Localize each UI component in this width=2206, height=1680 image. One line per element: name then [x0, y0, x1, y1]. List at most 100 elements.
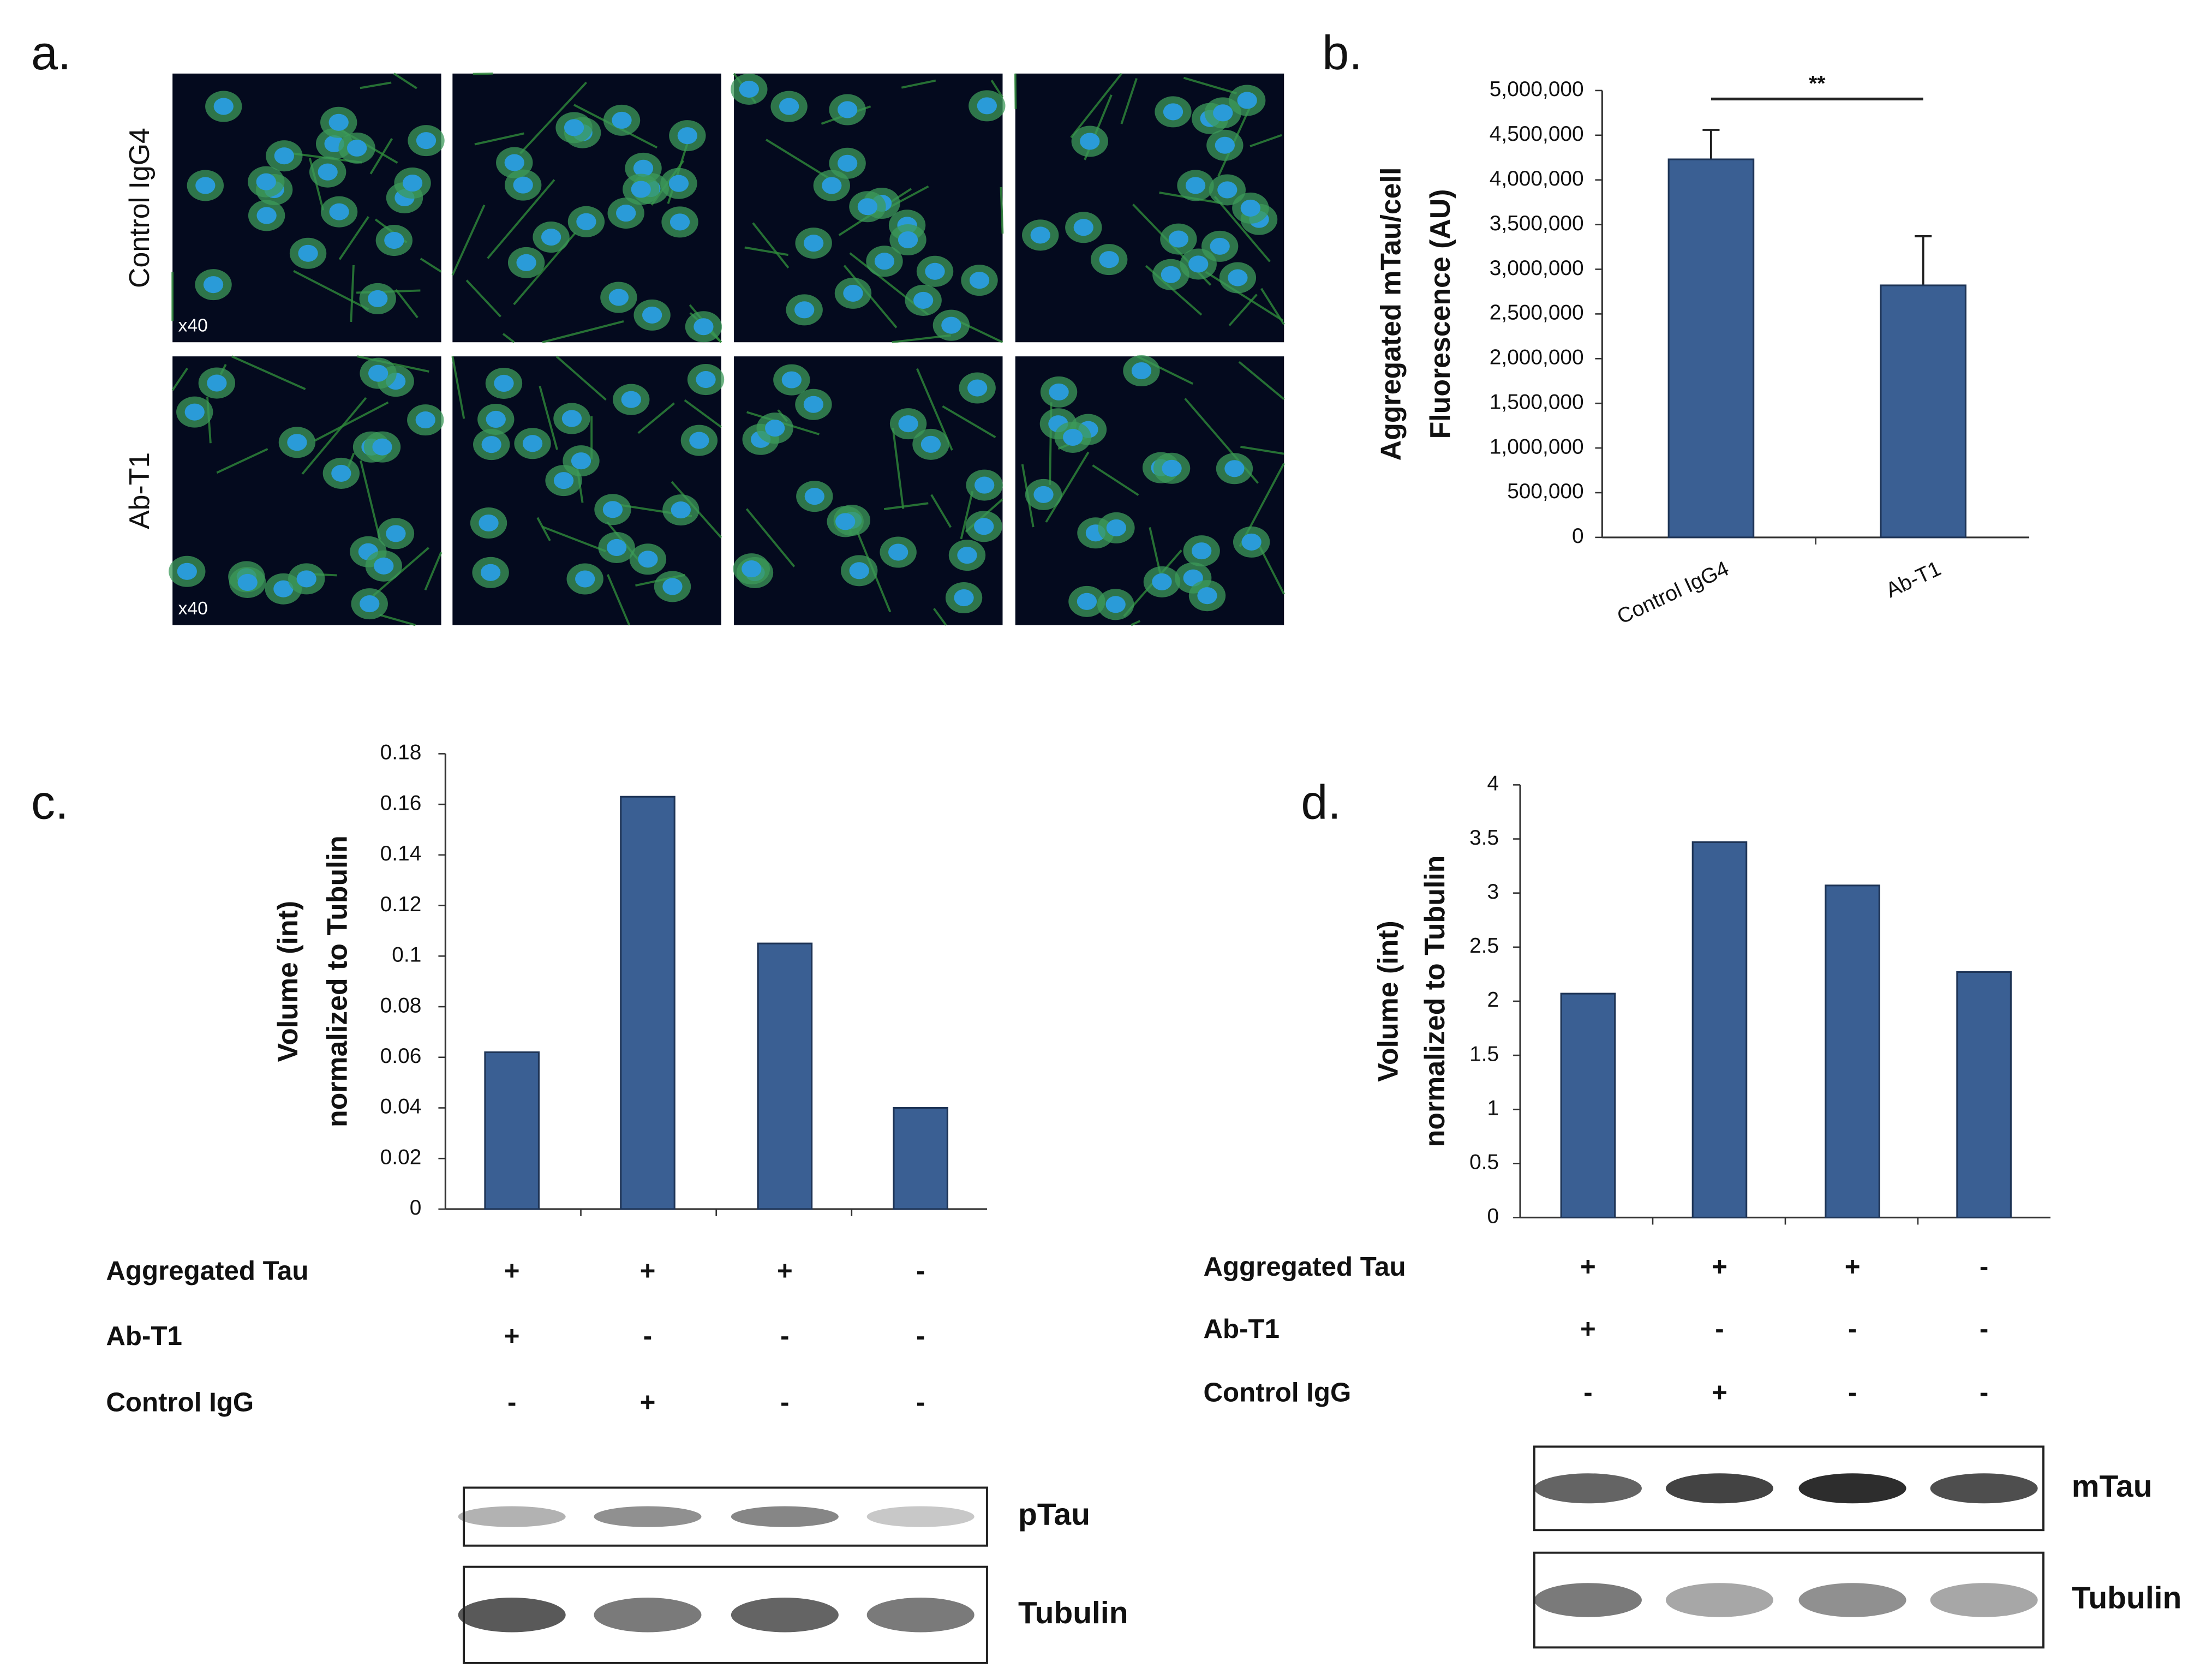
nucleus [346, 139, 367, 157]
condition-sign: - [1583, 1377, 1592, 1407]
bar [484, 1051, 540, 1210]
nucleus [1161, 266, 1181, 283]
nucleus [1210, 237, 1230, 255]
y-tick-label: 1.5 [1469, 1042, 1499, 1066]
condition-sign: + [777, 1256, 793, 1286]
nucleus [372, 438, 392, 456]
nucleus [1237, 92, 1257, 109]
neurite [1131, 620, 1141, 626]
condition-sign: - [780, 1388, 789, 1418]
nucleus [207, 374, 227, 392]
nucleus [486, 410, 506, 428]
nucleus [1162, 459, 1182, 477]
neurite [1014, 73, 1017, 109]
nucleus [694, 318, 714, 336]
nucleus [360, 595, 380, 613]
nucleus [1240, 199, 1260, 217]
neurite [1092, 464, 1139, 497]
neurite [539, 386, 558, 450]
y-tick-label: 0.02 [380, 1145, 422, 1169]
nucleus [1077, 593, 1097, 610]
y-axis-label: Fluorescence (AU) [1424, 189, 1456, 439]
y-tick-label: 2,000,000 [1490, 346, 1584, 369]
condition-sign: - [507, 1388, 516, 1418]
nucleus [522, 435, 543, 452]
x-tick-label: Control IgG4 [1613, 557, 1732, 629]
nucleus [898, 231, 918, 249]
nucleus [329, 203, 349, 220]
neurite [474, 132, 524, 146]
blot-band [458, 1598, 566, 1633]
neurite [502, 333, 515, 343]
nucleus [662, 578, 683, 595]
nucleus [1080, 133, 1100, 150]
neurite [637, 402, 675, 434]
y-tick-label: 0.12 [380, 893, 422, 916]
neurite [606, 574, 631, 626]
nucleus [331, 464, 351, 482]
nucleus [696, 371, 716, 388]
y-tick-label: 0 [1487, 1205, 1499, 1228]
nucleus [612, 111, 632, 129]
neurite [171, 367, 188, 391]
y-tick-label: 5,000,000 [1490, 77, 1584, 101]
bar [620, 796, 675, 1210]
neurite [1070, 73, 1123, 139]
blot-band [594, 1506, 702, 1527]
blot-band [458, 1506, 566, 1527]
nucleus [561, 410, 582, 427]
neurite [1000, 187, 1004, 234]
blot-band [731, 1598, 839, 1633]
nucleus [576, 213, 596, 230]
neurite [451, 204, 486, 276]
nucleus [843, 284, 863, 302]
bar [1956, 971, 2012, 1219]
nucleus [977, 97, 997, 115]
nucleus [837, 154, 858, 172]
condition-sign: - [1848, 1377, 1857, 1407]
neurite [216, 448, 268, 474]
nucleus [849, 562, 869, 579]
nucleus [779, 98, 799, 115]
nucleus [638, 551, 658, 568]
nucleus [368, 290, 388, 307]
neurite [744, 246, 788, 256]
nucleus [516, 254, 536, 271]
row-label: Ab-T1 [123, 452, 155, 529]
nucleus [1073, 219, 1093, 236]
nucleus [195, 177, 216, 194]
neurite [542, 320, 624, 344]
nucleus [804, 235, 824, 252]
neurite [541, 525, 606, 552]
neurite [1213, 196, 1271, 262]
condition-sign: + [640, 1388, 656, 1418]
y-tick-label: 2.5 [1469, 934, 1499, 958]
neurite [360, 81, 392, 89]
neurite [231, 355, 306, 390]
nucleus [479, 514, 499, 532]
neurite [752, 222, 790, 269]
condition-sign: + [1712, 1377, 1727, 1407]
nucleus [954, 589, 974, 607]
nucleus [256, 173, 276, 190]
y-axis-label: normalized to Tubulin [321, 835, 353, 1127]
nucleus [177, 563, 197, 580]
condition-sign: - [916, 1256, 925, 1286]
y-tick-label: 0.18 [380, 741, 422, 764]
y-tick-label: 0.06 [380, 1044, 422, 1068]
condition-sign: + [1712, 1252, 1727, 1282]
condition-sign: + [1580, 1314, 1596, 1344]
nucleus [608, 289, 629, 306]
condition-label: Control IgG [1204, 1377, 1352, 1407]
nucleus [975, 476, 995, 494]
nucleus [822, 177, 842, 194]
nucleus [642, 306, 662, 324]
neurite [451, 356, 465, 419]
nucleus [237, 573, 258, 591]
nucleus [296, 570, 316, 588]
neurite [1205, 271, 1284, 322]
y-tick-label: 1 [1487, 1096, 1499, 1120]
nucleus [328, 113, 349, 131]
nucleus [1152, 573, 1172, 590]
nucleus [1185, 177, 1206, 194]
